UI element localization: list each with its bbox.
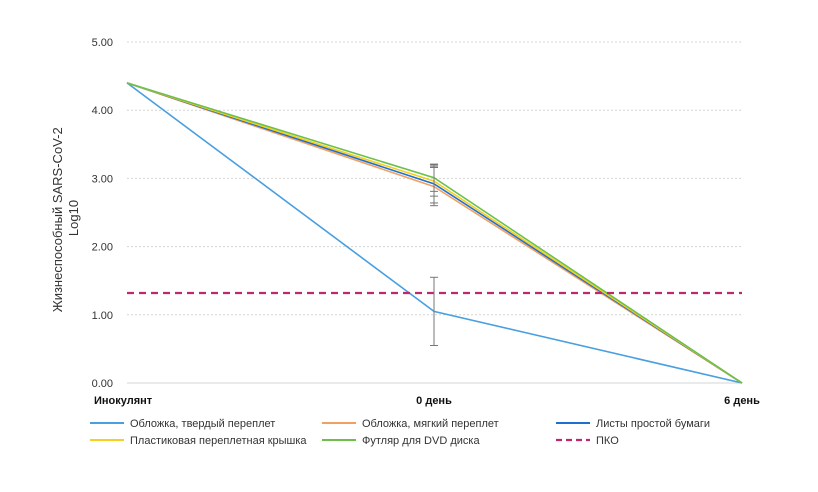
x-tick-label: 6 день xyxy=(724,395,760,407)
legend-item: Обложка, мягкий переплет xyxy=(322,418,499,430)
y-tick-label: 2.00 xyxy=(92,242,113,254)
x-tick-label: Инокулянт xyxy=(94,395,153,407)
y-tick-label: 1.00 xyxy=(92,310,113,322)
legend-item: Футляр для DVD диска xyxy=(322,435,480,447)
legend-item: Обложка, твердый переплет xyxy=(90,418,275,430)
y-axis-label-line2: Log10 xyxy=(66,200,81,236)
error-bars xyxy=(430,163,438,346)
legend-label: Обложка, твердый переплет xyxy=(130,418,275,430)
y-tick-label: 4.00 xyxy=(92,105,113,117)
y-tick-label: 5.00 xyxy=(92,37,113,49)
legend-item: Листы простой бумаги xyxy=(556,418,710,430)
x-axis-ticks: Инокулянт 0 день 6 день xyxy=(94,395,760,407)
y-axis-label-line1: Жизнеспособный SARS-CoV-2 xyxy=(50,127,65,312)
x-tick-label: 0 день xyxy=(416,395,452,407)
y-axis-label: Жизнеспособный SARS-CoV-2 Log10 xyxy=(50,124,81,313)
legend-label: Обложка, мягкий переплет xyxy=(362,418,499,430)
legend-label: Пластиковая переплетная крышка xyxy=(130,435,307,447)
legend-item: ПКО xyxy=(556,435,619,447)
legend-item: Пластиковая переплетная крышка xyxy=(90,435,307,447)
y-tick-label: 3.00 xyxy=(92,173,113,185)
y-axis-ticks: 0.00 1.00 2.00 3.00 4.00 5.00 xyxy=(92,37,113,390)
legend-label: Футляр для DVD диска xyxy=(362,435,480,447)
legend-label: Листы простой бумаги xyxy=(596,418,710,430)
y-tick-label: 0.00 xyxy=(92,378,113,390)
legend: Обложка, твердый переплет Обложка, мягкий… xyxy=(90,418,710,447)
legend-label: ПКО xyxy=(596,435,619,447)
